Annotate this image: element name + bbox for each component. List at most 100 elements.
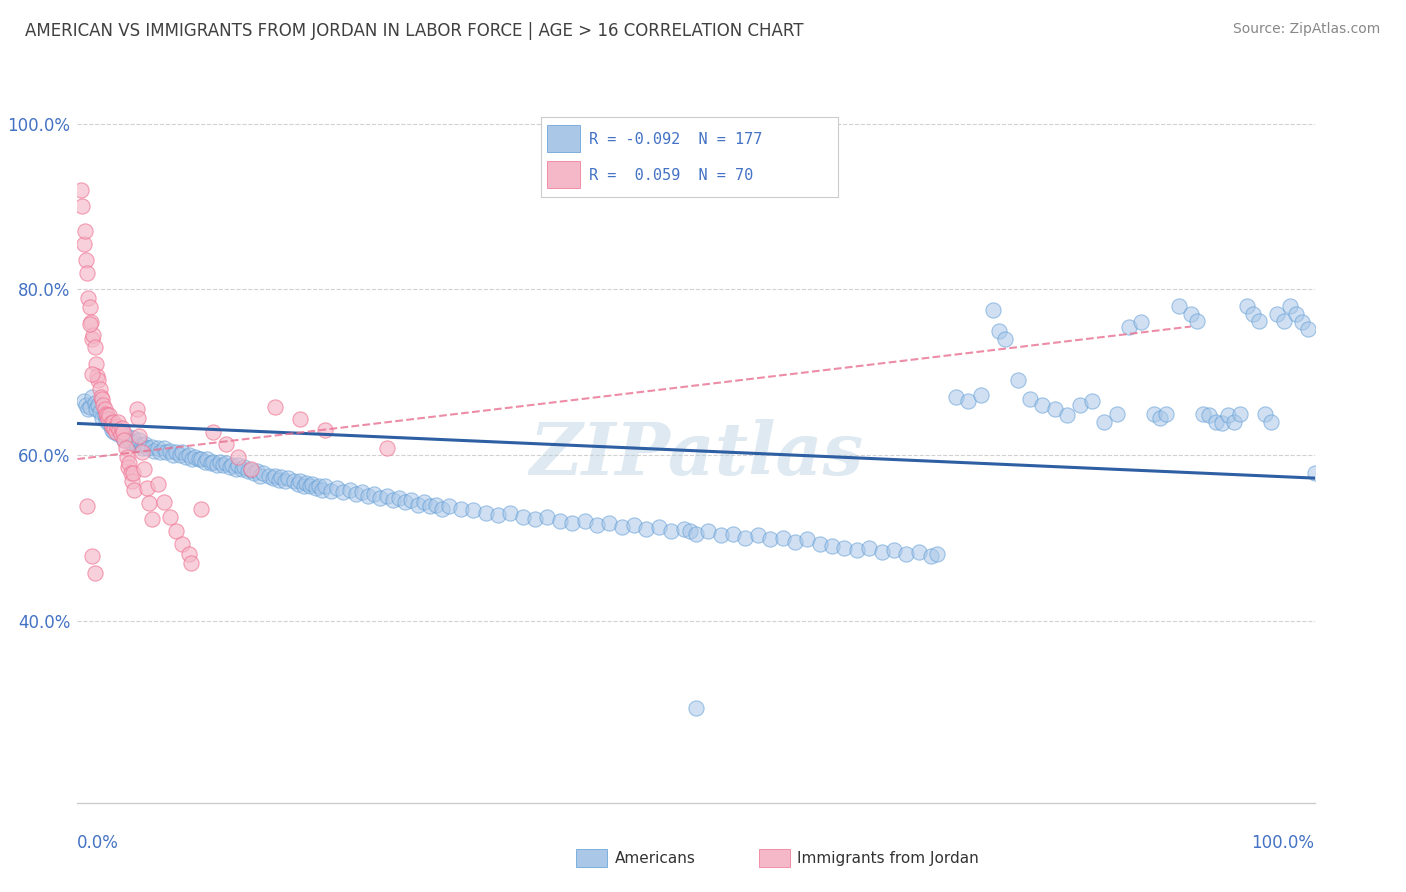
Point <box>115 450 138 464</box>
Point <box>141 511 163 525</box>
Point <box>146 442 169 456</box>
Point <box>98 408 121 422</box>
Point <box>226 450 249 464</box>
Point <box>72 394 94 409</box>
Point <box>218 460 240 475</box>
Point <box>883 543 905 558</box>
Point <box>1260 415 1282 429</box>
Point <box>90 390 112 404</box>
Point <box>370 491 392 505</box>
Point <box>821 539 844 553</box>
Point <box>375 442 398 456</box>
Point <box>988 324 1011 338</box>
Point <box>155 445 177 459</box>
Point <box>75 253 97 268</box>
Point <box>394 495 416 509</box>
Point <box>115 429 138 443</box>
Point <box>141 440 163 454</box>
Point <box>135 481 157 495</box>
Point <box>190 501 212 516</box>
Point <box>194 454 217 468</box>
Point <box>1216 408 1239 422</box>
Point <box>100 417 122 431</box>
Text: 0.0%: 0.0% <box>77 834 120 852</box>
Point <box>159 443 181 458</box>
Point <box>262 471 284 485</box>
Point <box>215 456 238 470</box>
Point <box>1154 407 1177 421</box>
Point <box>1298 322 1320 336</box>
Point <box>174 450 197 464</box>
Point <box>277 471 299 485</box>
Point <box>110 425 132 439</box>
Point <box>301 477 323 491</box>
Point <box>76 266 98 280</box>
Point <box>91 398 114 412</box>
Point <box>1019 392 1042 406</box>
Point <box>202 425 225 439</box>
Point <box>82 549 104 563</box>
Point <box>406 498 429 512</box>
Point <box>226 458 249 472</box>
Point <box>120 435 142 450</box>
Point <box>381 493 404 508</box>
Point <box>870 545 893 559</box>
Point <box>1285 307 1308 321</box>
Point <box>945 390 967 404</box>
Point <box>89 405 111 419</box>
Point <box>122 483 145 497</box>
Point <box>314 423 336 437</box>
Point <box>1118 319 1140 334</box>
Point <box>1069 398 1091 412</box>
Point <box>319 483 342 498</box>
Point <box>177 448 200 462</box>
Point <box>845 543 868 558</box>
Point <box>1278 299 1301 313</box>
Point <box>83 396 105 410</box>
Point <box>83 340 105 354</box>
Point <box>118 456 141 470</box>
Point <box>246 465 269 479</box>
Point <box>1007 373 1029 387</box>
Point <box>89 382 111 396</box>
Point <box>96 408 118 422</box>
Point <box>308 479 330 493</box>
Point <box>136 442 159 456</box>
Point <box>907 545 929 559</box>
Text: Source: ZipAtlas.com: Source: ZipAtlas.com <box>1233 22 1381 37</box>
Point <box>561 516 583 530</box>
Point <box>100 419 122 434</box>
Point <box>128 429 150 443</box>
Point <box>172 536 194 550</box>
Point <box>101 423 124 437</box>
Point <box>425 498 447 512</box>
Point <box>77 402 100 417</box>
Point <box>697 524 720 538</box>
Point <box>187 452 209 467</box>
Point <box>648 520 671 534</box>
Point <box>437 500 460 514</box>
Point <box>759 533 782 547</box>
Point <box>326 481 349 495</box>
Point <box>205 458 228 472</box>
Point <box>685 526 707 541</box>
Point <box>72 236 94 251</box>
Point <box>1149 410 1171 425</box>
Point <box>685 700 707 714</box>
Point <box>103 415 125 429</box>
Point <box>131 445 153 459</box>
Point <box>1198 408 1220 422</box>
Point <box>314 479 336 493</box>
Point <box>710 528 733 542</box>
Point <box>363 487 385 501</box>
Point <box>124 435 146 450</box>
Point <box>1043 402 1066 417</box>
Point <box>499 506 522 520</box>
Point <box>808 536 831 550</box>
Point <box>311 483 333 497</box>
Point <box>73 224 96 238</box>
Point <box>212 458 235 472</box>
Point <box>1267 307 1289 321</box>
Point <box>172 445 194 459</box>
Point <box>82 390 104 404</box>
